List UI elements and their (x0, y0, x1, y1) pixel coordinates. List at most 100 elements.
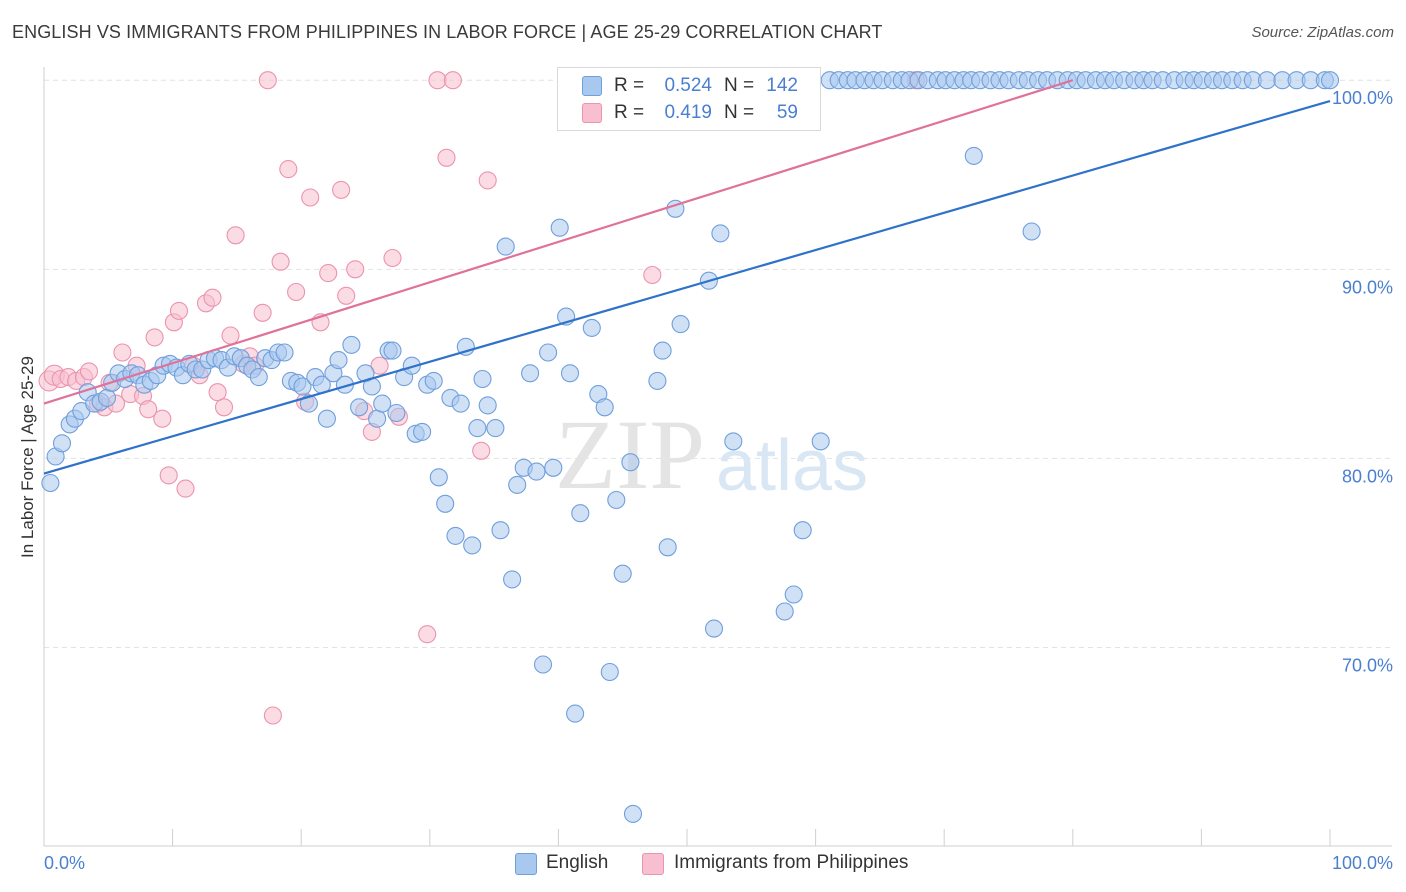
philippines-point (169, 301, 189, 320)
series-legend: English Immigrants from Philippines (0, 850, 1406, 878)
english-point (600, 662, 619, 682)
english-point (560, 364, 580, 383)
stats-row-english: R = 0.524 N = 142 (558, 73, 820, 99)
philippines-point (443, 71, 462, 90)
english-point (463, 536, 482, 555)
english-point (429, 468, 448, 487)
english-point (451, 394, 470, 413)
english-point (424, 371, 443, 390)
english-point (527, 462, 546, 481)
english-point (623, 804, 643, 823)
english-point (621, 453, 640, 472)
english-point (539, 343, 558, 362)
english-point (436, 494, 455, 513)
philippines-point (337, 286, 356, 305)
philippines-point (418, 625, 437, 644)
philippines-point (383, 248, 402, 268)
philippines-point (428, 71, 447, 90)
philippines-point (153, 409, 172, 428)
philippines-point (279, 160, 298, 179)
philippines-point (263, 706, 282, 725)
english-point (704, 619, 724, 638)
stats-legend: R = 0.524 N = 142 R = 0.419 N = 59 (557, 67, 821, 131)
english-r-value: 0.524 (664, 75, 712, 96)
philippines-point (332, 180, 351, 199)
philippines-point (258, 71, 277, 90)
english-point (317, 409, 336, 428)
philippines-point (346, 260, 365, 279)
english-point (671, 315, 690, 334)
english-point (52, 434, 72, 453)
english-point (775, 602, 794, 621)
english-n-label: N = (724, 75, 755, 96)
english-point (613, 564, 632, 583)
philippines-trend-line (43, 79, 1074, 405)
english-point (653, 341, 672, 360)
philippines-point (79, 362, 99, 381)
english-point (544, 458, 563, 477)
philippines-point (221, 326, 240, 345)
english-point (964, 146, 983, 165)
legend-philippines-label[interactable]: Immigrants from Philippines (674, 852, 909, 873)
english-point (658, 538, 677, 557)
philippines-r-label: R = (614, 102, 645, 123)
philippines-point (203, 288, 222, 307)
english-point (784, 585, 803, 604)
english-point (571, 504, 590, 523)
english-trend-line (43, 99, 1331, 475)
stats-row-philippines: R = 0.419 N = 59 (558, 100, 820, 126)
philippines-point (253, 303, 272, 322)
english-point (566, 704, 585, 723)
english-point (350, 398, 369, 417)
english-n-value: 142 (766, 75, 798, 96)
english-point (508, 475, 527, 494)
philippines-point (643, 265, 662, 285)
english-point (486, 419, 505, 438)
philippines-r-value: 0.419 (664, 102, 712, 123)
y-tick-labels: 70.0% 80.0% 90.0% 100.0% (1332, 88, 1393, 675)
philippines-point (437, 148, 456, 167)
english-point (1257, 71, 1277, 90)
english-point (368, 409, 387, 428)
english-point (446, 526, 465, 545)
philippines-point (301, 188, 320, 207)
english-point (1320, 71, 1340, 90)
english-point (496, 237, 515, 256)
philippines-point (214, 398, 234, 417)
philippines-point (145, 328, 164, 347)
english-point (582, 318, 601, 337)
english-point (491, 521, 510, 540)
philippines-point (271, 252, 290, 271)
english-point (387, 403, 406, 423)
philippines-point (287, 282, 306, 302)
english-point (503, 570, 522, 589)
y-tick-label-90: 90.0% (1342, 277, 1393, 297)
legend-philippines-swatch[interactable] (642, 853, 664, 875)
english-point (413, 422, 432, 441)
english-point (293, 377, 312, 396)
english-point (793, 521, 812, 540)
axes (43, 67, 1392, 847)
english-point (1022, 222, 1041, 241)
legend-english-swatch[interactable] (515, 853, 537, 875)
philippines-point (472, 441, 491, 460)
philippines-point (226, 226, 245, 245)
legend-english-label[interactable]: English (546, 852, 609, 873)
source-credit: Source: ZipAtlas.com (1251, 24, 1394, 41)
english-swatch (582, 76, 602, 96)
english-point (342, 335, 361, 354)
english-point (724, 432, 743, 451)
english-point (329, 351, 348, 370)
y-tick-label-70: 70.0% (1342, 655, 1393, 675)
y-axis-label: In Labor Force | Age 25-29 (18, 356, 37, 558)
philippines-swatch (582, 103, 602, 123)
english-point (373, 394, 392, 413)
english-point (275, 343, 294, 362)
philippines-point (159, 466, 178, 485)
philippines-n-value: 59 (776, 102, 798, 123)
trend-lines (43, 79, 1331, 475)
english-point (521, 364, 540, 383)
english-point (550, 218, 569, 237)
english-point (97, 388, 117, 407)
